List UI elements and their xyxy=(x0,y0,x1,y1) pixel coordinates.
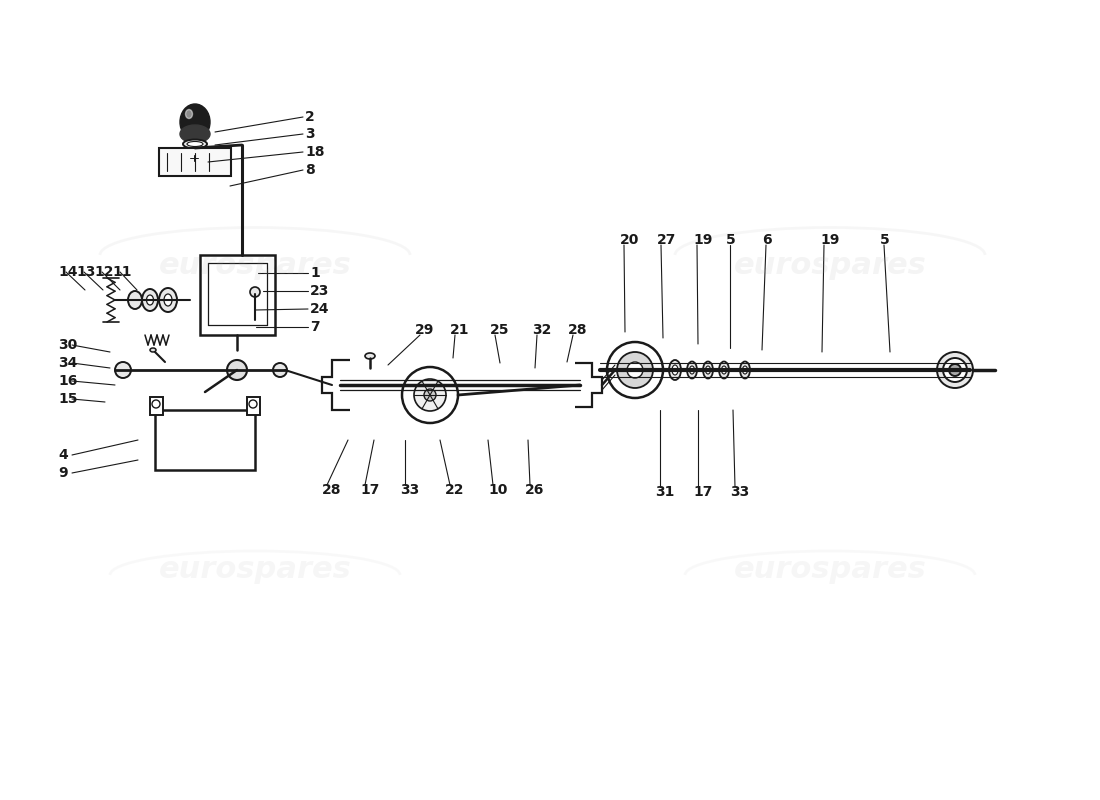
Text: 27: 27 xyxy=(657,233,676,247)
Circle shape xyxy=(273,363,287,377)
Text: 17: 17 xyxy=(360,483,379,497)
Circle shape xyxy=(249,400,257,408)
Circle shape xyxy=(424,389,436,401)
Ellipse shape xyxy=(180,104,210,140)
Ellipse shape xyxy=(703,362,713,378)
Text: 13: 13 xyxy=(76,265,96,279)
Text: 8: 8 xyxy=(305,163,315,177)
Text: 1: 1 xyxy=(310,266,320,280)
Ellipse shape xyxy=(719,362,729,378)
Circle shape xyxy=(607,342,663,398)
Text: 26: 26 xyxy=(525,483,544,497)
Text: 5: 5 xyxy=(880,233,890,247)
Circle shape xyxy=(152,400,160,408)
Text: 5: 5 xyxy=(726,233,736,247)
Text: 30: 30 xyxy=(58,338,77,352)
Circle shape xyxy=(617,352,653,388)
Circle shape xyxy=(937,352,974,388)
Text: 9: 9 xyxy=(58,466,67,480)
Text: 33: 33 xyxy=(400,483,419,497)
Circle shape xyxy=(627,362,644,378)
Ellipse shape xyxy=(146,295,154,305)
Text: 29: 29 xyxy=(415,323,434,337)
Text: 19: 19 xyxy=(693,233,713,247)
Ellipse shape xyxy=(164,294,172,306)
Text: 25: 25 xyxy=(490,323,509,337)
Text: eurospares: eurospares xyxy=(734,250,926,279)
Text: 14: 14 xyxy=(58,265,77,279)
Circle shape xyxy=(414,379,446,411)
Text: 19: 19 xyxy=(820,233,839,247)
Circle shape xyxy=(227,360,248,380)
Text: 22: 22 xyxy=(446,483,464,497)
Ellipse shape xyxy=(688,362,697,378)
Text: 17: 17 xyxy=(693,485,713,499)
Ellipse shape xyxy=(705,366,711,374)
Ellipse shape xyxy=(160,288,177,312)
Text: 24: 24 xyxy=(310,302,330,316)
Text: 12: 12 xyxy=(94,265,113,279)
Text: 4: 4 xyxy=(58,448,68,462)
Circle shape xyxy=(116,362,131,378)
Ellipse shape xyxy=(672,365,678,375)
Text: 23: 23 xyxy=(310,284,329,298)
Ellipse shape xyxy=(722,366,726,374)
Text: 7: 7 xyxy=(310,320,320,334)
Text: 33: 33 xyxy=(730,485,749,499)
Text: eurospares: eurospares xyxy=(734,555,926,585)
Bar xyxy=(150,397,163,415)
Polygon shape xyxy=(322,360,350,410)
Ellipse shape xyxy=(690,366,694,374)
Bar xyxy=(160,148,231,176)
Text: 6: 6 xyxy=(762,233,771,247)
Text: 15: 15 xyxy=(58,392,77,406)
Ellipse shape xyxy=(740,362,750,378)
Text: 18: 18 xyxy=(305,145,324,159)
Polygon shape xyxy=(575,363,602,407)
Bar xyxy=(248,397,260,415)
Ellipse shape xyxy=(187,142,204,146)
Text: 11: 11 xyxy=(112,265,132,279)
Ellipse shape xyxy=(128,291,142,309)
Circle shape xyxy=(943,358,967,382)
Circle shape xyxy=(402,367,458,423)
Text: 28: 28 xyxy=(322,483,341,497)
Text: 34: 34 xyxy=(58,356,77,370)
Ellipse shape xyxy=(188,154,198,162)
Text: 16: 16 xyxy=(58,374,77,388)
Text: eurospares: eurospares xyxy=(158,555,351,585)
Ellipse shape xyxy=(142,289,158,311)
Text: 32: 32 xyxy=(532,323,551,337)
Ellipse shape xyxy=(365,353,375,359)
Ellipse shape xyxy=(183,139,207,149)
Text: 3: 3 xyxy=(305,127,315,141)
Bar xyxy=(155,410,255,470)
Circle shape xyxy=(949,364,961,376)
Text: 2: 2 xyxy=(305,110,315,124)
Text: 21: 21 xyxy=(450,323,470,337)
Bar xyxy=(200,255,275,335)
Circle shape xyxy=(250,287,260,297)
Ellipse shape xyxy=(669,360,681,380)
Text: 28: 28 xyxy=(568,323,587,337)
Text: 20: 20 xyxy=(620,233,639,247)
Text: 31: 31 xyxy=(654,485,674,499)
Ellipse shape xyxy=(150,348,156,352)
Text: eurospares: eurospares xyxy=(158,250,351,279)
Ellipse shape xyxy=(742,366,748,374)
Text: 10: 10 xyxy=(488,483,507,497)
Ellipse shape xyxy=(180,125,210,143)
Ellipse shape xyxy=(186,110,192,118)
